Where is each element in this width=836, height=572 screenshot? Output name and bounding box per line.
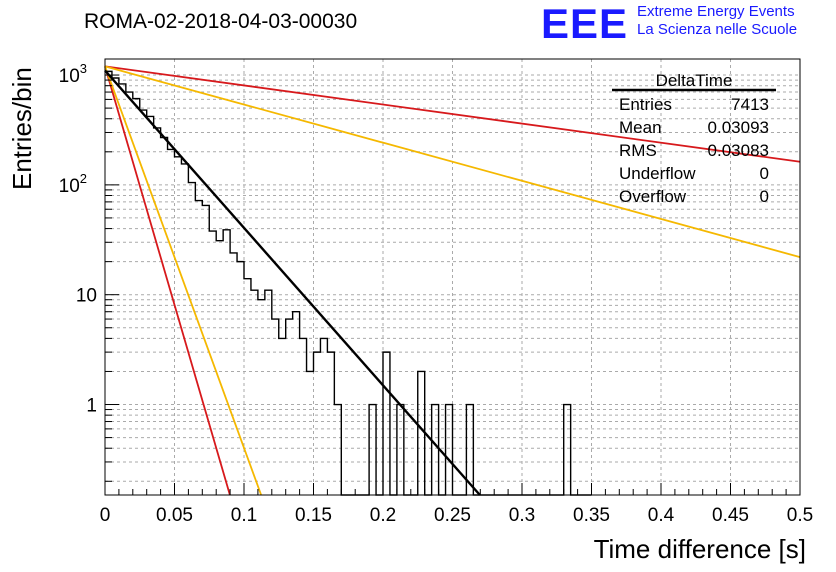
- x-tick-label: 0.1: [231, 505, 257, 526]
- stats-label: RMS: [619, 141, 657, 160]
- stats-value: 0.03093: [708, 118, 769, 137]
- curve-red-short: [104, 66, 231, 496]
- histogram-bin: [251, 290, 258, 495]
- histogram-bin: [314, 352, 321, 495]
- histogram-bin: [279, 338, 286, 495]
- histogram-bin: [168, 149, 175, 495]
- x-tick-label: 0.25: [434, 505, 471, 526]
- logo-line-2: La Scienza nelle Scuole: [637, 21, 798, 38]
- histogram-bin: [300, 338, 307, 495]
- histogram-bin: [293, 312, 300, 495]
- stats-value: 0.03083: [708, 141, 769, 160]
- logo-text: Extreme Energy Events La Scienza nelle S…: [637, 3, 797, 39]
- x-tick-label: 0.15: [295, 505, 332, 526]
- x-tick-label: 0.4: [648, 505, 675, 526]
- histogram-bin: [272, 319, 279, 495]
- histogram-bin: [119, 84, 126, 495]
- stats-label: Entries: [619, 95, 672, 114]
- x-tick-label: 0.45: [712, 505, 749, 526]
- y-axis-label: Entries/bin: [7, 67, 37, 190]
- stats-value: 7413: [731, 95, 769, 114]
- x-tick-label: 0.2: [370, 505, 396, 526]
- stats-box: DeltaTime Entries 7413 Mean 0.03093 RMS 0.0308…: [612, 71, 776, 206]
- x-tick-label: 0.5: [787, 505, 813, 526]
- curves: [104, 65, 801, 496]
- histogram-bin: [161, 137, 168, 495]
- y-tick-label: 1: [86, 396, 97, 417]
- histogram-bin: [307, 371, 314, 495]
- stats-label: Mean: [619, 118, 662, 137]
- stats-value: 0: [760, 187, 769, 206]
- curve-yellow-long: [104, 65, 801, 259]
- histogram-bin: [258, 300, 265, 495]
- histogram-bin: [223, 230, 230, 495]
- histogram-outline: [105, 70, 592, 496]
- histogram-bin: [265, 290, 272, 495]
- x-axis-label: Time difference [s]: [593, 534, 806, 564]
- logo-line-1: Extreme Energy Events: [637, 3, 795, 20]
- stats-title: DeltaTime: [656, 71, 733, 90]
- tick-labels: 0 0.05 0.1 0.15 0.2 0.25 0.3 0.35 0.4 0.45 0.5 1 10 1…: [59, 61, 814, 526]
- histogram-bin: [327, 352, 334, 495]
- histogram-bin: [383, 352, 390, 495]
- eee-logo: EEE: [541, 0, 629, 47]
- stats-label: Overflow: [619, 187, 687, 206]
- histogram-bin: [112, 78, 119, 495]
- curve-fit: [104, 69, 481, 496]
- x-tick-label: 0.05: [156, 505, 193, 526]
- histogram-bin: [105, 71, 112, 495]
- y-tick-label: 10: [76, 286, 97, 307]
- fit-curve-group: [104, 69, 481, 496]
- histogram-bin: [195, 201, 202, 495]
- histogram-bin: [418, 371, 425, 495]
- histogram: [104, 69, 592, 496]
- chart-title: ROMA-02-2018-04-03-00030: [84, 10, 358, 33]
- y-tick-label: 103: [59, 61, 87, 87]
- y-tick-label: 102: [59, 171, 87, 197]
- x-tick-label: 0.35: [573, 505, 610, 526]
- histogram-bin: [230, 253, 237, 495]
- histogram-bin: [237, 262, 244, 495]
- curve-red-long: [104, 65, 801, 163]
- histogram-bin: [286, 319, 293, 495]
- x-tick-label: 0.3: [509, 505, 535, 526]
- stats-label: Underflow: [619, 164, 696, 183]
- curve-yellow-short: [104, 66, 262, 496]
- x-tick-label: 0: [100, 505, 111, 526]
- stats-value: 0: [760, 164, 769, 183]
- histogram-bin: [320, 338, 327, 495]
- axis-ticks: [104, 74, 801, 495]
